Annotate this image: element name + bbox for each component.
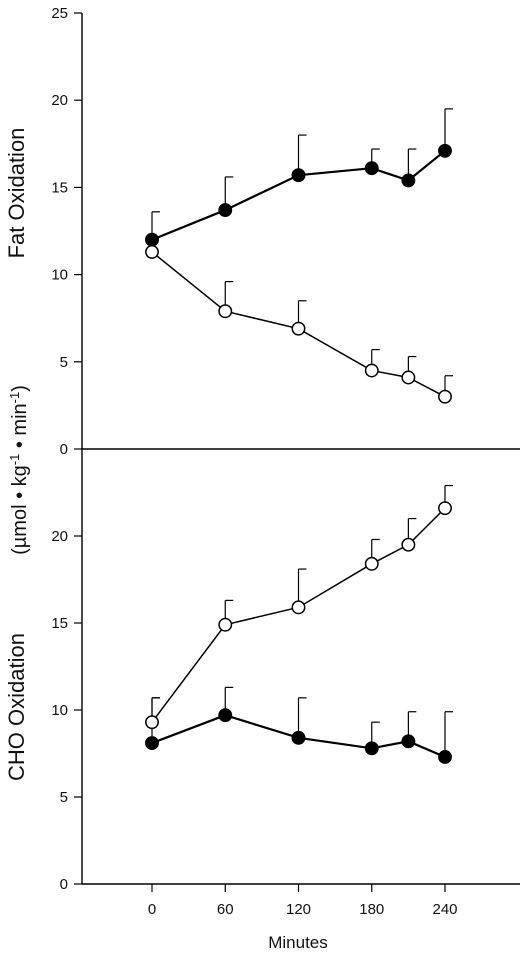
y-tick-label: 5 (60, 354, 68, 371)
data-point-open (401, 537, 416, 552)
data-point-open (218, 617, 233, 632)
series-filled (145, 108, 453, 247)
x-tick-label: 120 (286, 901, 311, 918)
series-line (151, 149, 446, 241)
series-filled (145, 686, 453, 764)
data-point-filled (438, 143, 452, 158)
data-point-open (364, 363, 379, 378)
series-open (145, 484, 453, 730)
unit-sup-1: -1 (7, 454, 22, 466)
data-point-filled (401, 173, 416, 188)
data-point-filled (364, 161, 379, 176)
data-point-open (364, 556, 379, 571)
unit-open: (µmol • kg (9, 465, 31, 555)
y-tick-label: 0 (60, 876, 68, 893)
fat-oxidation-label: Fat Oxidation (4, 128, 29, 259)
cho-oxidation-panel: 0 5 10 15 20 0 60 120 180 240 (51, 449, 520, 918)
unit-mid: • min (9, 403, 31, 453)
data-point-filled (401, 734, 416, 749)
fat-oxidation-panel: 0 5 10 15 20 25 (51, 5, 453, 458)
data-point-open (291, 600, 306, 615)
unit-close: ) (9, 385, 31, 392)
x-tick-label: 180 (359, 901, 384, 918)
data-point-filled (145, 736, 159, 751)
data-point-open (401, 370, 416, 385)
y-tick-label: 0 (60, 441, 68, 458)
y-tick-label: 15 (51, 615, 68, 632)
data-point-open (145, 715, 159, 730)
y-tick-label: 10 (51, 267, 68, 284)
x-tick-label: 0 (148, 901, 156, 918)
x-axis-label: Minutes (268, 933, 328, 952)
data-point-filled (364, 741, 379, 756)
data-point-filled (438, 750, 452, 764)
data-point-open (145, 244, 159, 259)
x-tick-label: 240 (432, 901, 457, 918)
data-point-filled (145, 232, 159, 247)
data-point-filled (291, 730, 306, 745)
data-point-filled (291, 168, 306, 183)
cho-oxidation-label: CHO Oxidation (4, 633, 29, 781)
data-point-open (438, 501, 452, 516)
y-tick-label: 15 (51, 179, 68, 196)
y-tick-label: 20 (51, 528, 68, 545)
data-point-open (438, 389, 452, 404)
series-line (151, 507, 446, 723)
data-point-open (291, 321, 306, 336)
data-point-open (218, 304, 233, 319)
unit-sup-2: -1 (7, 392, 22, 404)
y-tick-label: 10 (51, 702, 68, 719)
series-open (145, 244, 453, 404)
data-point-filled (218, 203, 233, 218)
data-point-filled (218, 708, 233, 723)
y-tick-label: 5 (60, 789, 68, 806)
unit-label: (µmol • kg-1 • min-1) (7, 385, 32, 555)
y-tick-label: 25 (51, 5, 68, 22)
x-tick-label: 60 (217, 901, 234, 918)
y-tick-label: 20 (51, 92, 68, 109)
